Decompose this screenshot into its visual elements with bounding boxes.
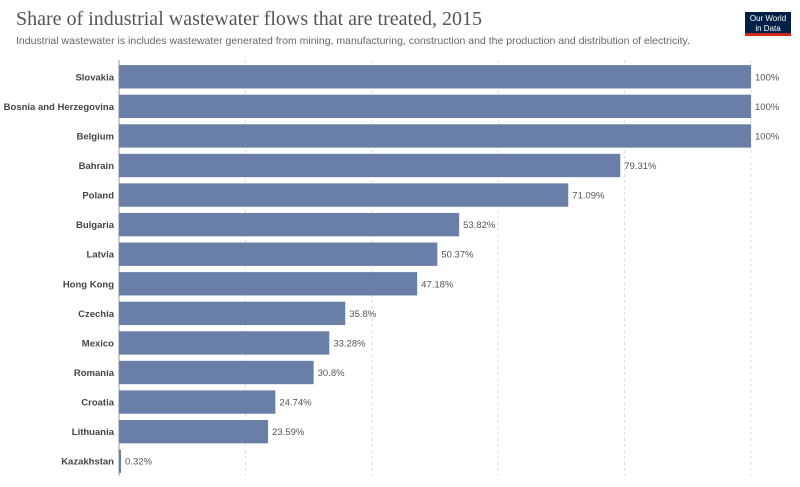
category-label: Hong Kong: [63, 279, 114, 290]
category-label: Romania: [74, 368, 115, 379]
category-label: Lithuania: [72, 427, 115, 438]
bar[interactable]: [119, 449, 122, 473]
value-label: 71.09%: [572, 191, 605, 202]
category-label: Kazakhstan: [61, 457, 114, 468]
category-label: Slovakia: [75, 72, 114, 83]
bar[interactable]: [119, 183, 569, 207]
bar[interactable]: [119, 153, 621, 178]
value-label: 47.18%: [421, 279, 454, 290]
chart-title: Share of industrial wastewater flows tha…: [16, 8, 482, 30]
logo-line-2: in Data: [755, 23, 781, 33]
bar[interactable]: [119, 212, 460, 237]
value-label: 53.82%: [463, 220, 496, 231]
bar[interactable]: [119, 331, 330, 355]
bar[interactable]: [119, 419, 269, 444]
category-label: Belgium: [77, 131, 114, 142]
category-label: Poland: [82, 191, 114, 202]
value-label: 35.8%: [349, 309, 376, 320]
chart-subtitle: Industrial wastewater is includes wastew…: [16, 35, 690, 47]
bar[interactable]: [119, 124, 751, 148]
bar[interactable]: [119, 360, 314, 385]
logo-line-1: Our World: [749, 14, 787, 23]
value-label: 100%: [755, 131, 780, 142]
category-label: Latvia: [87, 250, 115, 261]
value-label: 79.31%: [624, 161, 657, 172]
value-label: 33.28%: [333, 338, 366, 349]
category-label: Bosnia and Herzegovina: [4, 102, 115, 113]
bar[interactable]: [119, 272, 418, 296]
category-label: Bahrain: [79, 161, 115, 172]
bar[interactable]: [119, 242, 438, 266]
value-label: 24.74%: [279, 398, 312, 409]
bar[interactable]: [119, 390, 276, 414]
category-label: Croatia: [81, 398, 114, 409]
value-label: 0.32%: [125, 457, 152, 468]
category-label: Mexico: [82, 338, 114, 349]
value-label: 30.8%: [318, 368, 345, 379]
category-label: Czechia: [78, 309, 115, 320]
bar[interactable]: [119, 94, 751, 119]
category-label: Bulgaria: [76, 220, 115, 231]
owid-logo[interactable]: Our World in Data: [745, 12, 791, 36]
value-label: 50.37%: [441, 250, 474, 261]
value-label: 23.59%: [272, 427, 305, 438]
bar[interactable]: [119, 301, 346, 326]
value-label: 100%: [755, 72, 780, 83]
value-label: 100%: [755, 102, 780, 113]
bar[interactable]: [119, 65, 751, 89]
